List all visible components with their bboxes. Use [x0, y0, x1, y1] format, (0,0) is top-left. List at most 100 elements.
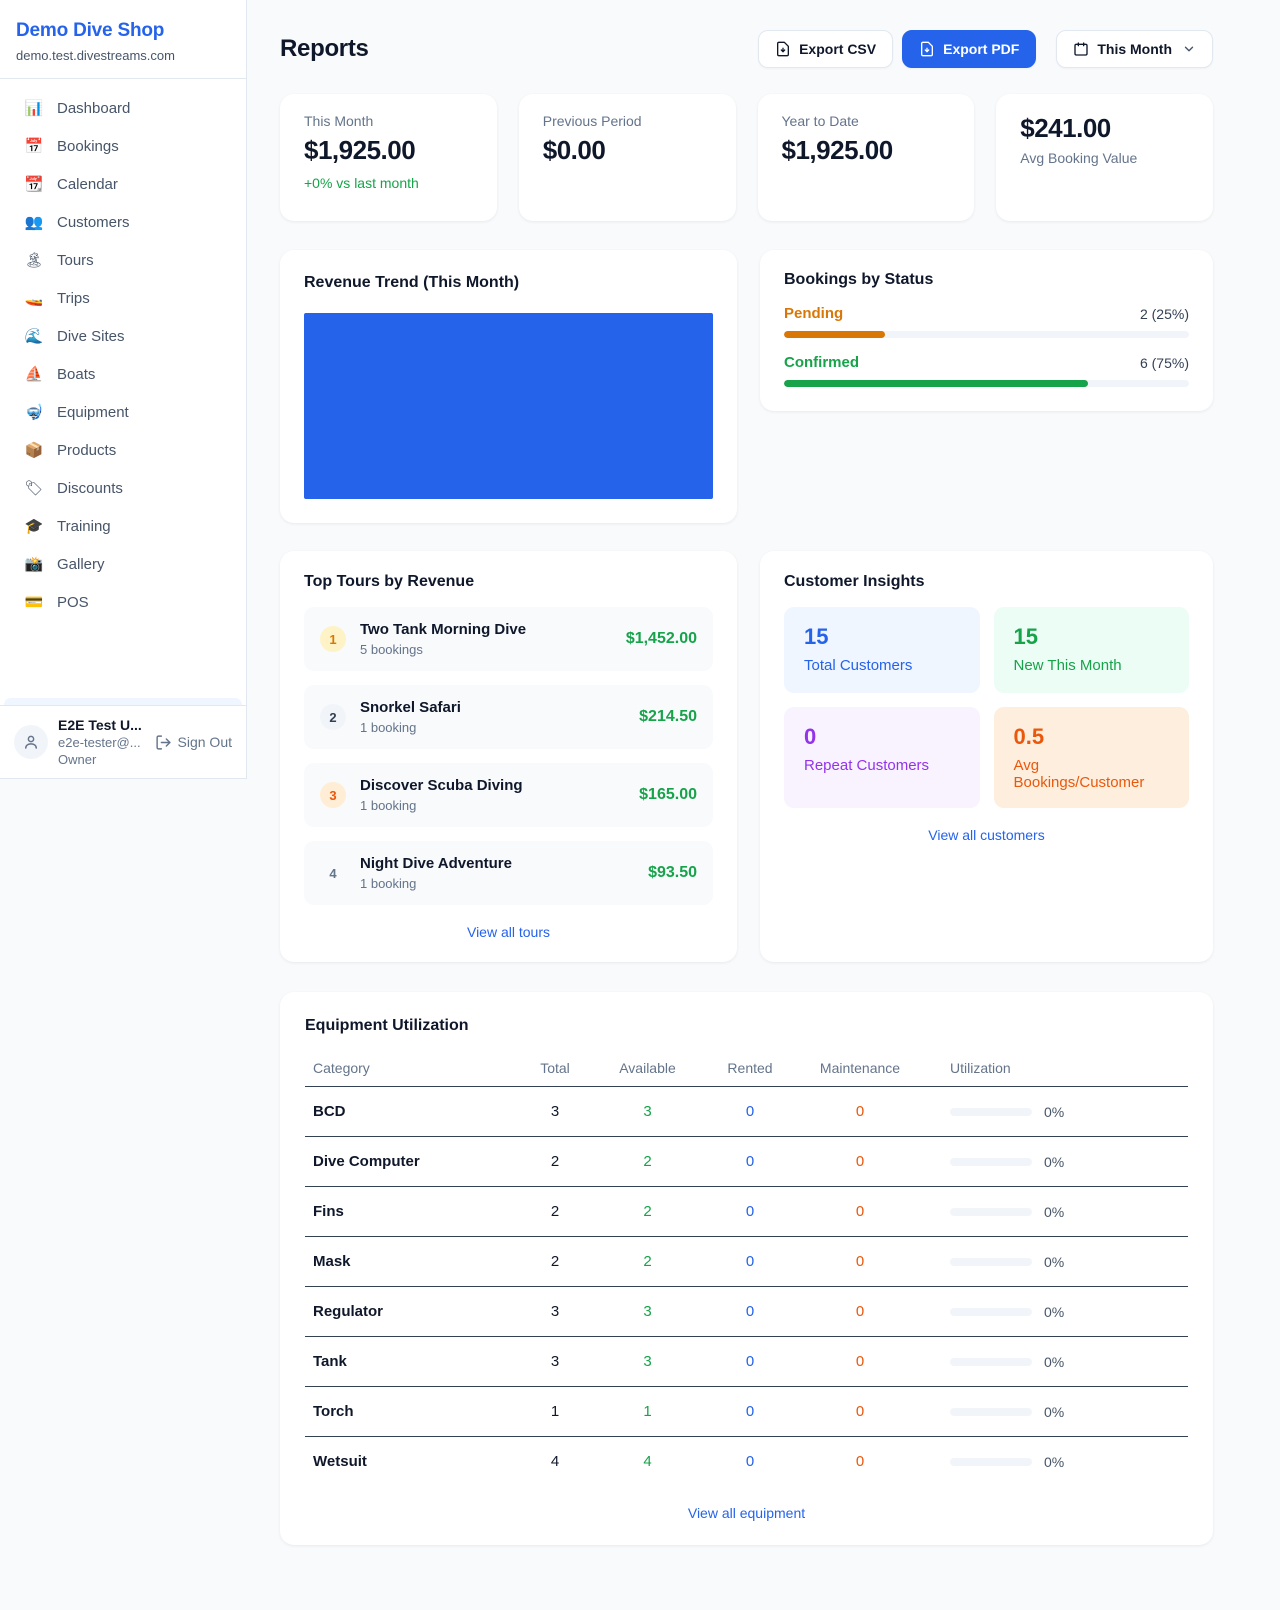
sidebar-item-tours[interactable]: 🏝 Tours — [10, 241, 236, 279]
view-all-customers-link[interactable]: View all customers — [784, 827, 1189, 843]
equipment-utilization-cell: 0% — [920, 1386, 1188, 1437]
sidebar-item-label: POS — [57, 593, 89, 611]
sidebar-item-label: Dive Sites — [57, 327, 125, 345]
view-all-equipment-link[interactable]: View all equipment — [305, 1505, 1188, 1521]
view-all-tours-link[interactable]: View all tours — [304, 924, 713, 940]
sign-out-button[interactable]: Sign Out — [155, 734, 232, 751]
column-header-total: Total — [515, 1050, 595, 1087]
tour-info: Discover Scuba Diving 1 booking — [360, 777, 625, 813]
user-email: e2e-tester@... — [58, 735, 141, 750]
avatar — [14, 725, 48, 759]
insight-value: 0.5 — [1013, 724, 1045, 749]
equipment-rented: 0 — [700, 1086, 800, 1137]
tag-icon: 🏷 — [24, 480, 44, 497]
sidebar-item-boats[interactable]: ⛵ Boats — [10, 355, 236, 393]
equipment-rented: 0 — [745, 1453, 755, 1470]
camera-icon: 📸 — [24, 556, 44, 573]
table-row: Fins 2 2 0 0 0% — [305, 1186, 1188, 1237]
sidebar-item-pos[interactable]: 💳 POS — [10, 583, 236, 621]
equipment-total: 3 — [515, 1086, 595, 1137]
sidebar-item-dive-sites[interactable]: 🌊 Dive Sites — [10, 317, 236, 355]
sidebar-item-training[interactable]: 🎓 Training — [10, 507, 236, 545]
lists-row: Top Tours by Revenue 1 Two Tank Morning … — [280, 551, 1213, 962]
top-tours-title: Top Tours by Revenue — [304, 573, 475, 590]
tour-name: Discover Scuba Diving — [360, 777, 523, 794]
sidebar-item-reports-partial[interactable] — [4, 698, 242, 705]
sidebar-item-label: Bookings — [57, 137, 119, 155]
revenue-trend-chart — [304, 313, 713, 499]
equipment-total: 1 — [515, 1386, 595, 1437]
equipment-utilization-cell: 0% — [920, 1136, 1188, 1187]
utilization-percent: 0% — [1044, 1203, 1065, 1220]
equipment-available: 3 — [595, 1086, 700, 1137]
sidebar-item-products[interactable]: 📦 Products — [10, 431, 236, 469]
equipment-table-header-row: Category Total Available Rented Maintena… — [305, 1050, 1188, 1087]
bookings-by-status-title: Bookings by Status — [784, 271, 934, 288]
equipment-category: Tank — [305, 1336, 515, 1387]
status-progress-fill — [784, 331, 886, 338]
insights-grid: 15 Total Customers 15 New This Month 0 R… — [784, 607, 1189, 808]
sidebar-item-label: Gallery — [57, 555, 105, 573]
utilization-bar-track — [950, 1257, 1032, 1266]
equipment-total: 2 — [515, 1136, 595, 1187]
stat-label: Avg Booking Value — [1020, 150, 1138, 166]
insight-cell: 0 Repeat Customers — [784, 707, 980, 808]
diving-mask-icon: 🤿 — [24, 404, 44, 421]
sidebar-item-discounts[interactable]: 🏷 Discounts — [10, 469, 236, 507]
stat-value: $0.00 — [542, 135, 606, 165]
utilization-bar-track — [950, 1157, 1032, 1166]
speedboat-icon: 🚤 — [24, 290, 44, 307]
sidebar-header: Demo Dive Shop demo.test.divestreams.com — [0, 0, 246, 79]
calendar-date-icon: 📅 — [24, 138, 44, 155]
sidebar-item-equipment[interactable]: 🤿 Equipment — [10, 393, 236, 431]
insight-label: Avg Bookings/Customer — [1013, 757, 1145, 791]
equipment-rented: 0 — [700, 1286, 800, 1337]
period-dropdown[interactable]: This Month — [1056, 30, 1213, 68]
equipment-table: Category Total Available Rented Maintena… — [305, 1050, 1188, 1486]
sailboat-icon: ⛵ — [24, 366, 44, 383]
utilization-bar-track — [950, 1307, 1032, 1316]
export-pdf-button[interactable]: Export PDF — [902, 30, 1037, 68]
stat-card: Previous Period $0.00 — [518, 94, 736, 221]
insight-value: 15 — [804, 624, 829, 649]
equipment-utilization-card: Equipment Utilization Category Total Ava… — [280, 992, 1213, 1545]
utilization-bar-track — [950, 1407, 1032, 1416]
equipment-maintenance: 0 — [800, 1136, 920, 1187]
stat-value: $1,925.00 — [304, 135, 416, 165]
export-csv-label: Export CSV — [799, 41, 877, 57]
tour-name: Snorkel Safari — [360, 699, 461, 716]
sidebar-item-bookings[interactable]: 📅 Bookings — [10, 127, 236, 165]
table-row: Mask 2 2 0 0 0% — [305, 1236, 1188, 1287]
tour-info: Night Dive Adventure 1 booking — [360, 855, 634, 891]
sidebar-nav: 📊 Dashboard 📅 Bookings 📆 Calendar 👥 Cust… — [0, 79, 246, 694]
table-row: BCD 3 3 0 0 0% — [305, 1086, 1188, 1137]
equipment-available: 2 — [595, 1236, 700, 1287]
equipment-utilization-cell: 0% — [920, 1437, 1188, 1487]
charts-row: Revenue Trend (This Month) Bookings by S… — [280, 250, 1213, 523]
stat-label: Year to Date — [781, 113, 859, 129]
sidebar-item-dashboard[interactable]: 📊 Dashboard — [10, 89, 236, 127]
utilization-bar-track — [950, 1107, 1032, 1116]
people-icon: 👥 — [24, 214, 44, 231]
tour-revenue: $214.50 — [639, 708, 697, 725]
equipment-rented: 0 — [700, 1186, 800, 1237]
utilization-bar-track — [950, 1357, 1032, 1366]
status-rows: Pending 2 (25%) Confirmed 6 (75%) — [784, 305, 1189, 387]
sidebar-item-trips[interactable]: 🚤 Trips — [10, 279, 236, 317]
equipment-utilization-cell: 0% — [920, 1236, 1188, 1287]
sidebar-item-label: Trips — [57, 289, 90, 307]
tear-off-calendar-icon: 📆 — [24, 176, 44, 193]
insight-label: Repeat Customers — [804, 757, 930, 774]
file-download-icon — [921, 41, 934, 57]
user-name: E2E Test U... — [58, 717, 142, 733]
sidebar-item-customers[interactable]: 👥 Customers — [10, 203, 236, 241]
header-actions: Export CSV Export PDF This Month — [758, 30, 1213, 68]
equipment-category: Mask — [305, 1236, 515, 1287]
utilization-bar-track — [950, 1207, 1032, 1216]
export-csv-button[interactable]: Export CSV — [758, 30, 894, 68]
stat-label: This Month — [304, 113, 374, 129]
sidebar-item-gallery[interactable]: 📸 Gallery — [10, 545, 236, 583]
equipment-available: 4 — [643, 1453, 652, 1470]
sidebar-item-label: Dashboard — [57, 99, 131, 117]
sidebar-item-calendar[interactable]: 📆 Calendar — [10, 165, 236, 203]
